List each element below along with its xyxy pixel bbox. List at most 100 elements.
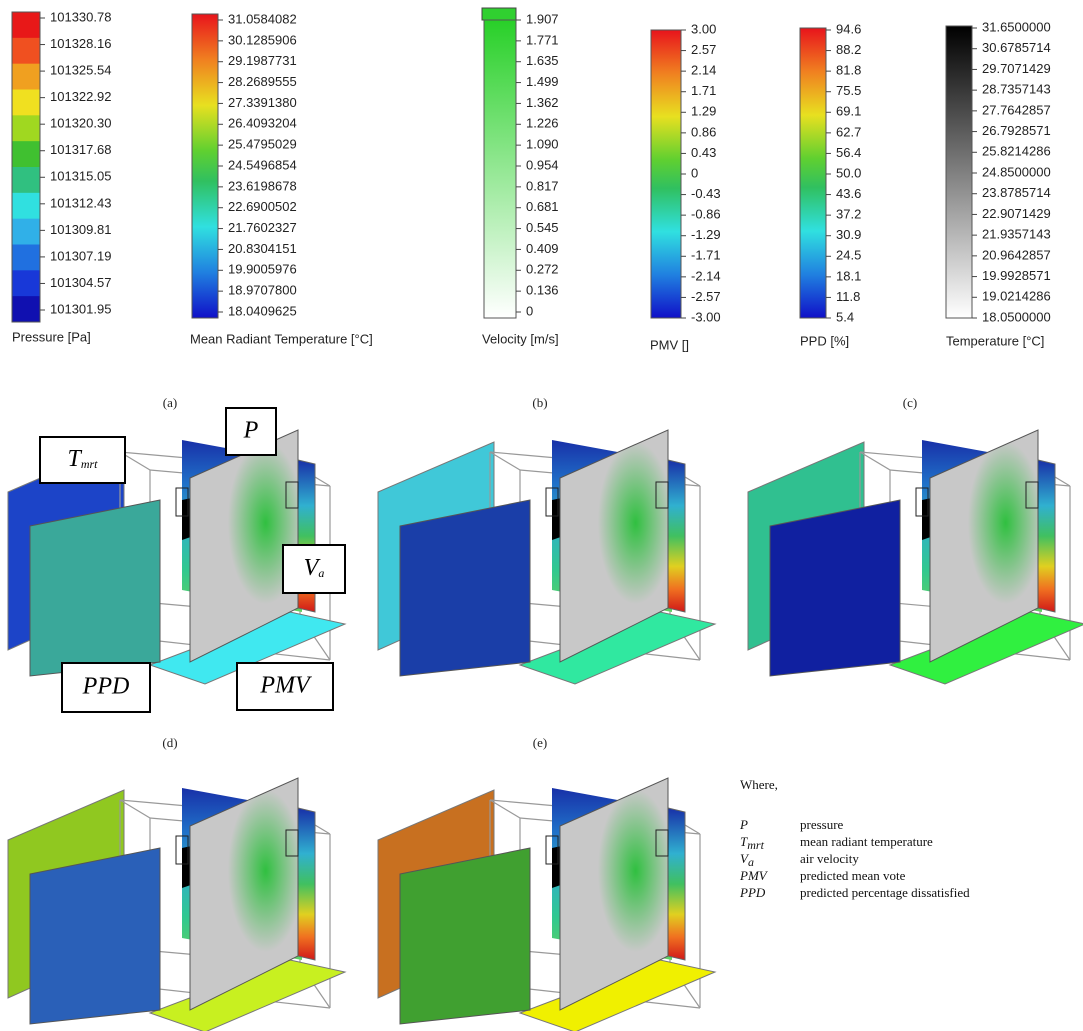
legend-label: 27.3391380 bbox=[228, 95, 297, 110]
color-band bbox=[12, 270, 40, 296]
key-meaning: air velocity bbox=[800, 851, 859, 866]
legend-label: -0.86 bbox=[691, 207, 721, 222]
legend-label: 101320.30 bbox=[50, 116, 111, 131]
annotation-symbol: PPD bbox=[82, 673, 130, 699]
legend-label: 29.7071429 bbox=[982, 61, 1051, 76]
legend-label: -2.14 bbox=[691, 268, 721, 283]
panel-label: (c) bbox=[903, 395, 917, 410]
key-subscript: mrt bbox=[747, 838, 764, 852]
legend-label: 19.9005976 bbox=[228, 262, 297, 277]
legend-label: -0.43 bbox=[691, 186, 721, 201]
legend-label: 21.9357143 bbox=[982, 227, 1051, 242]
key-symbol-text: P bbox=[739, 817, 748, 832]
legend-label: 0.954 bbox=[526, 157, 559, 172]
color-cap bbox=[482, 8, 516, 20]
legend-label: 2.14 bbox=[691, 63, 716, 78]
legend-label: 101317.68 bbox=[50, 142, 111, 157]
legend-label: 0 bbox=[526, 303, 533, 318]
legend-label: 0.545 bbox=[526, 220, 559, 235]
legend-label: 2.57 bbox=[691, 42, 716, 57]
legend-label: 0.86 bbox=[691, 124, 716, 139]
ppd-plane bbox=[30, 500, 160, 676]
legend-label: 28.2689555 bbox=[228, 74, 297, 89]
key-subscript: a bbox=[748, 855, 754, 869]
legend-label: 0 bbox=[691, 165, 698, 180]
pressure-strip bbox=[298, 808, 315, 960]
legend-label: 1.71 bbox=[691, 83, 716, 98]
colorbars: 101330.78101328.16101325.54101322.921013… bbox=[12, 8, 1051, 352]
scene bbox=[378, 778, 715, 1031]
annotation: PMV bbox=[259, 672, 312, 698]
legend-label: 30.1285906 bbox=[228, 32, 297, 47]
scene bbox=[8, 778, 345, 1031]
panel-label: (b) bbox=[532, 395, 547, 410]
legend-label: 81.8 bbox=[836, 63, 861, 78]
legend-label: 18.1 bbox=[836, 268, 861, 283]
ppd-plane bbox=[770, 500, 900, 676]
legend-label: 101301.95 bbox=[50, 301, 111, 316]
color-band bbox=[12, 141, 40, 167]
legend-label: 24.5 bbox=[836, 248, 861, 263]
legend-label: 101315.05 bbox=[50, 169, 111, 184]
legend-label: 94.6 bbox=[836, 21, 861, 36]
key-meaning: pressure bbox=[800, 817, 844, 832]
panel-label: (e) bbox=[533, 735, 547, 750]
legend-label: 24.5496854 bbox=[228, 157, 297, 172]
ppd-plane bbox=[400, 848, 530, 1024]
legend-label: 19.9928571 bbox=[982, 268, 1051, 283]
legend-label: 30.9 bbox=[836, 227, 861, 242]
legend-label: 19.0214286 bbox=[982, 289, 1051, 304]
legend-title: Pressure [Pa] bbox=[12, 329, 91, 344]
color-band bbox=[12, 219, 40, 245]
legend-label: 101328.16 bbox=[50, 36, 111, 51]
legend-label: 0.681 bbox=[526, 199, 559, 214]
legend-label: 101330.78 bbox=[50, 9, 111, 24]
annotation: PPD bbox=[82, 673, 130, 699]
annotation-subscript: a bbox=[318, 566, 324, 580]
legend-label: 31.0584082 bbox=[228, 11, 297, 26]
legend-label: 1.907 bbox=[526, 11, 559, 26]
legend-label: 22.9071429 bbox=[982, 206, 1051, 221]
renderings bbox=[8, 430, 1083, 1031]
annotation-symbol: P bbox=[243, 417, 259, 443]
legend-label: 24.8500000 bbox=[982, 164, 1051, 179]
key-symbol-text: PPD bbox=[739, 885, 766, 900]
color-band bbox=[12, 115, 40, 141]
legend-label: 5.4 bbox=[836, 309, 854, 324]
legend-label: 31.6500000 bbox=[982, 19, 1051, 34]
color-scale bbox=[192, 14, 218, 318]
color-band bbox=[12, 64, 40, 90]
legend-label: -2.57 bbox=[691, 289, 721, 304]
legend-label: 0.136 bbox=[526, 283, 559, 298]
legend-title: Velocity [m/s] bbox=[482, 331, 559, 346]
color-band bbox=[12, 167, 40, 193]
legend-title: Temperature [°C] bbox=[946, 333, 1044, 348]
legend-label: -3.00 bbox=[691, 309, 721, 324]
color-band bbox=[12, 245, 40, 271]
legend-label: 25.8214286 bbox=[982, 144, 1051, 159]
scene bbox=[748, 430, 1083, 684]
legend-label: 101312.43 bbox=[50, 195, 111, 210]
legend-label: 1.226 bbox=[526, 116, 559, 131]
color-band bbox=[12, 193, 40, 219]
color-band bbox=[12, 12, 40, 38]
legend-label: 29.1987731 bbox=[228, 53, 297, 68]
key-symbol-text: PMV bbox=[739, 868, 769, 883]
color-scale bbox=[800, 28, 826, 318]
legend-label: 20.8304151 bbox=[228, 241, 297, 256]
legend-label: 101304.57 bbox=[50, 275, 111, 290]
pressure-strip bbox=[1038, 460, 1055, 612]
legend-label: -1.29 bbox=[691, 227, 721, 242]
key-symbol: PMV bbox=[739, 868, 769, 883]
legend-label: 1.362 bbox=[526, 95, 559, 110]
legend-label: 22.6900502 bbox=[228, 199, 297, 214]
color-scale bbox=[946, 26, 972, 318]
legend-label: 1.090 bbox=[526, 137, 559, 152]
key-symbol: PPD bbox=[739, 885, 766, 900]
ppd-plane bbox=[30, 848, 160, 1024]
legend-label: 11.8 bbox=[836, 289, 860, 304]
legend-label: 23.8785714 bbox=[982, 185, 1051, 200]
legend-label: 1.771 bbox=[526, 32, 559, 47]
panel-label: (a) bbox=[163, 395, 177, 410]
legend-label: 18.9707800 bbox=[228, 283, 297, 298]
